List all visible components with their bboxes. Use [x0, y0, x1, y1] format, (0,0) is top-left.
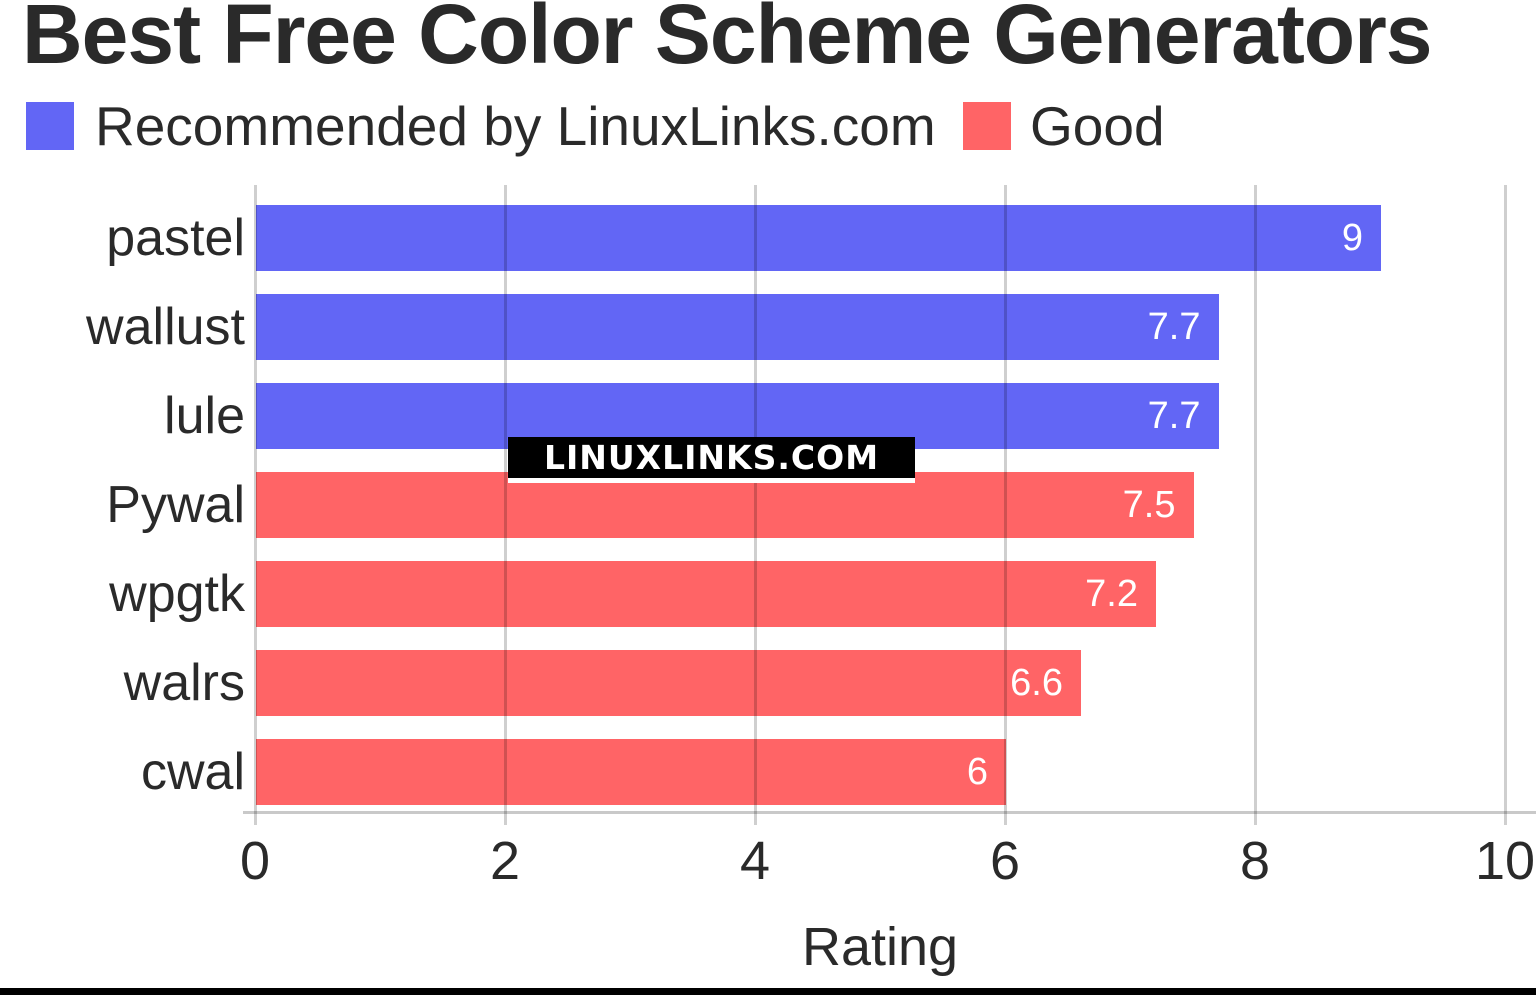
bar-value-label: 7.7 [1147, 395, 1201, 437]
legend-label-good: Good [1030, 95, 1165, 157]
bar-pastel: 9 [256, 205, 1381, 271]
axis-tick [753, 813, 757, 825]
watermark-text: LINUXLINKS.COM [543, 438, 880, 477]
plot-area: 9 7.7 7.7 7.5 7.2 6.6 6 [253, 185, 1507, 825]
category-label-walrs: walrs [123, 654, 245, 712]
bottom-strip [0, 988, 1536, 995]
gridline [753, 185, 757, 813]
axis-tick [503, 813, 507, 825]
bar-value-label: 7.7 [1147, 306, 1201, 348]
bar-wpgtk: 7.2 [256, 561, 1156, 627]
legend-label-recommended: Recommended by LinuxLinks.com [95, 95, 936, 157]
watermark: LINUXLINKS.COM [508, 437, 915, 483]
gridline [1503, 185, 1507, 813]
bar-wallust: 7.7 [256, 294, 1219, 360]
axis-tick [1003, 813, 1007, 825]
x-tick-label: 4 [739, 831, 771, 891]
category-label-wallust: wallust [86, 298, 245, 356]
bar-value-label: 7.5 [1122, 484, 1176, 526]
bar-value-label: 7.2 [1085, 573, 1138, 615]
category-label-pastel: pastel [106, 209, 245, 267]
chart-title: Best Free Color Scheme Generators [22, 0, 1433, 81]
legend-swatch-good [963, 102, 1011, 150]
gridline [253, 185, 257, 813]
axis-tick [1503, 813, 1507, 825]
x-tick-label: 2 [489, 831, 521, 891]
gridline [503, 185, 507, 813]
x-tick-label: 10 [1474, 831, 1536, 891]
legend: Recommended by LinuxLinks.com Good [0, 95, 1536, 157]
axis-tick [253, 813, 257, 825]
category-label-lule: lule [164, 387, 245, 445]
gridline [1003, 185, 1007, 813]
bar-value-label: 6 [966, 751, 988, 793]
category-label-cwal: cwal [140, 743, 245, 801]
legend-swatch-recommended [26, 102, 74, 150]
axis-tick [1253, 813, 1257, 825]
x-axis-title: Rating [801, 917, 959, 977]
bar-value-label: 9 [1341, 217, 1363, 259]
x-tick-label: 8 [1239, 831, 1271, 891]
category-label-pywal: Pywal [106, 476, 245, 534]
category-label-wpgtk: wpgtk [109, 565, 245, 623]
gridline [1253, 185, 1257, 813]
bar-pywal: 7.5 [256, 472, 1194, 538]
bar-cwal: 6 [256, 739, 1006, 805]
bar-value-label: 6.6 [1010, 662, 1063, 704]
bar-walrs: 6.6 [256, 650, 1081, 716]
x-axis-line [243, 811, 1536, 814]
x-tick-label: 0 [239, 831, 271, 891]
x-tick-label: 6 [989, 831, 1021, 891]
